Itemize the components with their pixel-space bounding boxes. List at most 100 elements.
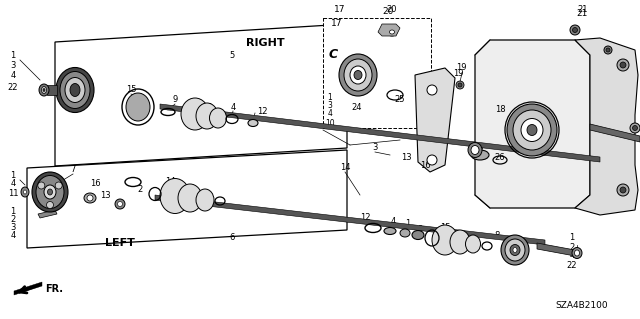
Ellipse shape (42, 86, 47, 93)
Ellipse shape (126, 93, 150, 121)
Text: 3: 3 (328, 101, 332, 110)
Polygon shape (38, 210, 57, 218)
Ellipse shape (501, 235, 529, 265)
Text: 23: 23 (474, 144, 484, 152)
Ellipse shape (118, 202, 122, 206)
Text: 17: 17 (332, 19, 343, 27)
Ellipse shape (38, 182, 45, 189)
Ellipse shape (620, 187, 626, 193)
Ellipse shape (573, 27, 577, 33)
Polygon shape (378, 24, 400, 36)
Ellipse shape (617, 59, 629, 71)
Ellipse shape (115, 199, 125, 209)
Text: 1: 1 (10, 50, 15, 60)
Text: RIGHT: RIGHT (246, 38, 284, 48)
Ellipse shape (350, 66, 366, 84)
Text: 14: 14 (340, 164, 350, 173)
Text: 8: 8 (494, 232, 500, 241)
Ellipse shape (248, 120, 258, 127)
Text: 1: 1 (207, 102, 212, 112)
Text: 14: 14 (164, 177, 175, 187)
Text: 13: 13 (100, 191, 110, 201)
Text: 16: 16 (90, 179, 100, 188)
Ellipse shape (604, 46, 612, 54)
Text: 24: 24 (352, 102, 362, 112)
Text: 3: 3 (372, 144, 378, 152)
Ellipse shape (521, 118, 543, 142)
Text: 1: 1 (10, 170, 15, 180)
Text: 3: 3 (10, 224, 16, 233)
Text: 15: 15 (125, 85, 136, 94)
Text: 22: 22 (567, 262, 577, 271)
Ellipse shape (24, 190, 26, 194)
Text: 17: 17 (334, 5, 346, 14)
Ellipse shape (527, 124, 537, 136)
Ellipse shape (209, 108, 227, 128)
Text: 20: 20 (382, 8, 394, 17)
Text: 4: 4 (390, 218, 396, 226)
Ellipse shape (178, 184, 202, 212)
Bar (323, 18, 431, 128)
Text: 9: 9 (172, 95, 178, 105)
Ellipse shape (458, 83, 462, 87)
Text: 21: 21 (576, 9, 588, 18)
Ellipse shape (354, 70, 362, 79)
Polygon shape (55, 24, 347, 166)
Ellipse shape (344, 59, 372, 91)
Text: 19: 19 (452, 69, 463, 78)
Ellipse shape (84, 193, 96, 203)
Text: 1: 1 (328, 93, 332, 101)
Polygon shape (575, 38, 638, 215)
Ellipse shape (387, 28, 397, 36)
Ellipse shape (390, 30, 394, 34)
Text: 4: 4 (10, 70, 15, 79)
Text: 22: 22 (8, 83, 19, 92)
Ellipse shape (427, 85, 437, 95)
Ellipse shape (70, 84, 80, 97)
Ellipse shape (47, 189, 52, 195)
Text: 5: 5 (229, 50, 235, 60)
Polygon shape (47, 85, 57, 95)
Polygon shape (537, 243, 575, 256)
Ellipse shape (507, 104, 557, 156)
Text: 2: 2 (138, 186, 143, 195)
Ellipse shape (465, 235, 481, 253)
Text: 25: 25 (395, 94, 405, 103)
Text: 6: 6 (229, 234, 235, 242)
Ellipse shape (450, 230, 470, 254)
Ellipse shape (160, 179, 190, 213)
Polygon shape (14, 282, 42, 295)
Ellipse shape (196, 103, 218, 129)
Text: 4: 4 (570, 251, 575, 261)
Text: 4: 4 (10, 180, 15, 189)
Ellipse shape (510, 244, 520, 256)
Text: LEFT: LEFT (105, 238, 135, 248)
Text: 13: 13 (401, 153, 412, 162)
Polygon shape (590, 124, 640, 142)
Ellipse shape (87, 195, 93, 201)
Ellipse shape (570, 25, 580, 35)
Ellipse shape (181, 98, 209, 130)
Ellipse shape (412, 231, 424, 240)
Text: 10: 10 (325, 120, 335, 129)
Ellipse shape (196, 189, 214, 211)
Text: C: C (328, 48, 337, 62)
Ellipse shape (339, 54, 377, 96)
Text: 19: 19 (456, 63, 467, 72)
Ellipse shape (65, 78, 85, 102)
Ellipse shape (427, 155, 437, 165)
Ellipse shape (468, 143, 482, 158)
Polygon shape (27, 150, 347, 248)
Ellipse shape (32, 172, 68, 212)
Text: 2: 2 (570, 242, 575, 251)
Text: 12: 12 (360, 213, 371, 222)
Ellipse shape (471, 150, 489, 160)
Ellipse shape (632, 125, 637, 130)
Text: 7: 7 (70, 166, 76, 174)
Text: 4: 4 (328, 109, 332, 118)
Text: 21: 21 (578, 5, 588, 14)
Ellipse shape (620, 62, 626, 68)
Text: 4: 4 (230, 103, 236, 113)
Text: 12: 12 (257, 107, 268, 115)
Ellipse shape (21, 187, 29, 197)
